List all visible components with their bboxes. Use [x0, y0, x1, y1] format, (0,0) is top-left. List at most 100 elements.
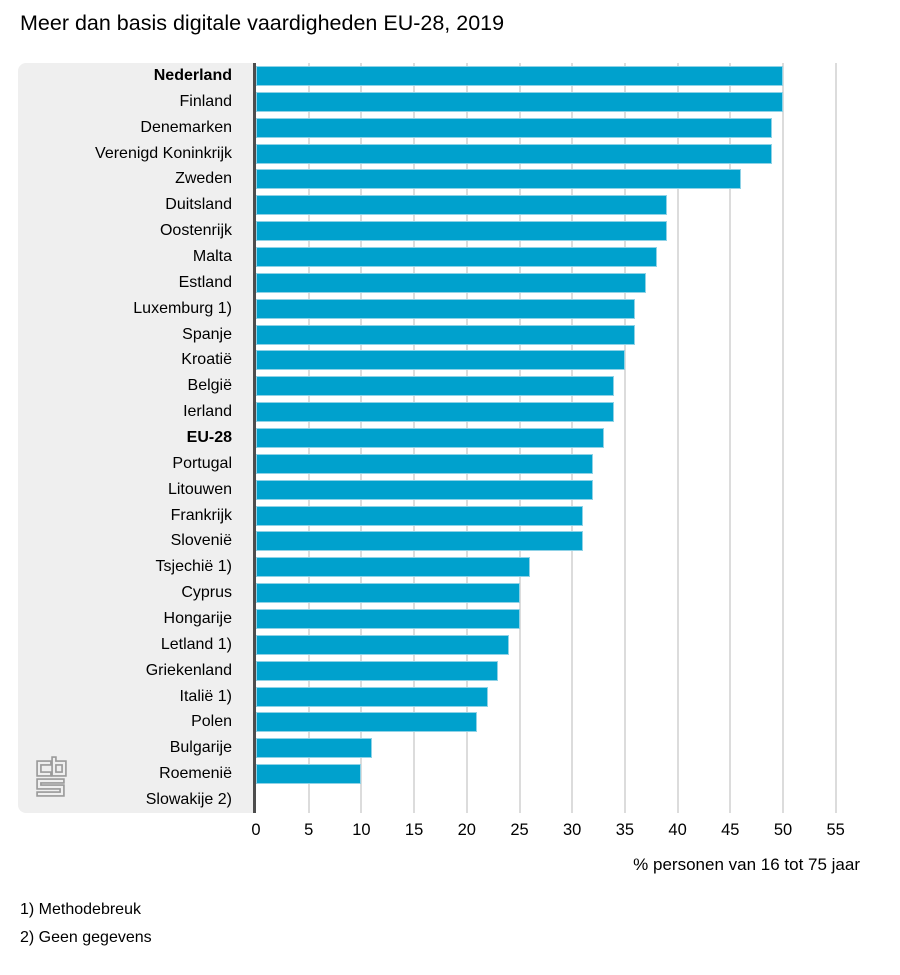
chart-row-roemeni: Roemenië — [18, 761, 860, 787]
category-label-roemeni: Roemenië — [159, 765, 232, 783]
chart-row-spanje: Spanje — [18, 322, 860, 348]
bar-area-oostenrijk — [256, 221, 860, 242]
chart-row-kroati: Kroatië — [18, 347, 860, 373]
gridline-45 — [729, 63, 732, 813]
bar-chart: Nederland Finland Denemarken Verenigd Konin… — [18, 63, 860, 839]
bar-area-duitsland — [256, 195, 860, 216]
bar-tsjechi-1 — [256, 557, 531, 578]
category-label-griekenland: Griekenland — [145, 661, 232, 679]
bar-litouwen — [256, 479, 594, 500]
bar-itali-1 — [256, 686, 488, 707]
chart-row-verenigd-koninkrijk: Verenigd Koninkrijk — [18, 141, 860, 167]
category-label-cyprus: Cyprus — [181, 584, 232, 602]
bar-malta — [256, 246, 657, 267]
category-label-sloveni: Slovenië — [170, 532, 232, 550]
bar-area-spanje — [256, 324, 860, 345]
chart-row-duitsland: Duitsland — [18, 192, 860, 218]
bar-letland-1 — [256, 634, 509, 655]
bar-area-finland — [256, 91, 860, 112]
chart-row-tsjechi-1: Tsjechië 1) — [18, 554, 860, 580]
bar-nederland — [256, 65, 783, 86]
tick-label-45: 45 — [721, 821, 740, 839]
category-label-polen: Polen — [191, 713, 232, 731]
bar-area-portugal — [256, 453, 860, 474]
tick-label-30: 30 — [563, 821, 582, 839]
bar-area-zweden — [256, 169, 860, 190]
chart-row-frankrijk: Frankrijk — [18, 503, 860, 529]
bar-ierland — [256, 402, 615, 423]
bar-zweden — [256, 169, 741, 190]
chart-row-oostenrijk: Oostenrijk — [18, 218, 860, 244]
bar-finland — [256, 91, 783, 112]
chart-row-griekenland: Griekenland — [18, 658, 860, 684]
bar-area-frankrijk — [256, 505, 860, 526]
bar-area-itali-1 — [256, 686, 860, 707]
cbs-logo-icon — [36, 756, 67, 797]
category-label-letland-1: Letland 1) — [160, 635, 232, 653]
chart-row-finland: Finland — [18, 89, 860, 115]
bar-area-denemarken — [256, 117, 860, 138]
bar-spanje — [256, 324, 636, 345]
chart-row-eu-28: EU-28 — [18, 425, 860, 451]
bar-bulgarije — [256, 738, 372, 759]
category-label-duitsland: Duitsland — [165, 196, 232, 214]
bar-luxemburg-1 — [256, 298, 636, 319]
category-label-itali-1: Italië 1) — [179, 687, 232, 705]
x-axis-title: % personen van 16 tot 75 jaar — [633, 855, 860, 874]
gridline-35 — [623, 63, 626, 813]
tick-label-15: 15 — [404, 821, 424, 839]
chart-row-belgi: België — [18, 373, 860, 399]
bar-area-polen — [256, 712, 860, 733]
bar-kroati — [256, 350, 625, 371]
category-label-oostenrijk: Oostenrijk — [159, 222, 232, 240]
bar-verenigd-koninkrijk — [256, 143, 773, 164]
bar-hongarije — [256, 608, 520, 629]
chart-row-zweden: Zweden — [18, 166, 860, 192]
category-label-belgi: België — [187, 377, 232, 395]
bar-area-kroati — [256, 350, 860, 371]
tick-label-55: 55 — [826, 821, 845, 839]
tick-label-5: 5 — [304, 821, 314, 839]
bar-area-tsjechi-1 — [256, 557, 860, 578]
gridline-50 — [782, 63, 784, 813]
tick-label-25: 25 — [510, 821, 529, 839]
bar-sloveni — [256, 531, 583, 552]
category-label-luxemburg-1: Luxemburg 1) — [133, 299, 232, 317]
chart-row-hongarije: Hongarije — [18, 606, 860, 632]
chart-row-luxemburg-1: Luxemburg 1) — [18, 296, 860, 322]
chart-row-bulgarije: Bulgarije — [18, 735, 860, 761]
bar-area-ierland — [256, 402, 860, 423]
category-label-estland: Estland — [178, 273, 232, 291]
bar-area-malta — [256, 246, 860, 267]
bar-portugal — [256, 453, 594, 474]
bar-estland — [256, 272, 646, 293]
bar-area-letland-1 — [256, 634, 860, 655]
footnote-methodebreuk: 1) Methodebreuk — [20, 901, 141, 918]
bar-polen — [256, 712, 478, 733]
category-label-kroati: Kroatië — [181, 351, 232, 369]
category-label-malta: Malta — [192, 247, 232, 265]
bar-roemeni — [256, 764, 362, 785]
bar-area-nederland — [256, 65, 860, 86]
chart-row-denemarken: Denemarken — [18, 115, 860, 141]
chart-row-nederland: Nederland — [18, 63, 860, 89]
bar-area-roemeni — [256, 764, 860, 785]
category-label-portugal: Portugal — [172, 454, 232, 472]
footnotes: 1) Methodebreuk 2) Geen gegevens — [20, 896, 152, 952]
category-label-nederland: Nederland — [153, 66, 232, 84]
category-label-frankrijk: Frankrijk — [170, 506, 232, 524]
bar-area-eu-28 — [256, 427, 860, 448]
chart-title: Meer dan basis digitale vaardigheden EU-… — [20, 11, 505, 35]
chart-row-portugal: Portugal — [18, 451, 860, 477]
bar-area-slowakije-2 — [256, 790, 860, 810]
bar-griekenland — [256, 660, 499, 681]
category-label-panel — [18, 63, 253, 813]
bar-area-sloveni — [256, 531, 860, 552]
bar-frankrijk — [256, 505, 583, 526]
bar-area-bulgarije — [256, 738, 860, 759]
category-label-hongarije: Hongarije — [163, 609, 232, 627]
bar-duitsland — [256, 195, 668, 216]
bar-belgi — [256, 376, 615, 397]
category-label-litouwen: Litouwen — [167, 480, 232, 498]
chart-row-itali-1: Italië 1) — [18, 684, 860, 710]
